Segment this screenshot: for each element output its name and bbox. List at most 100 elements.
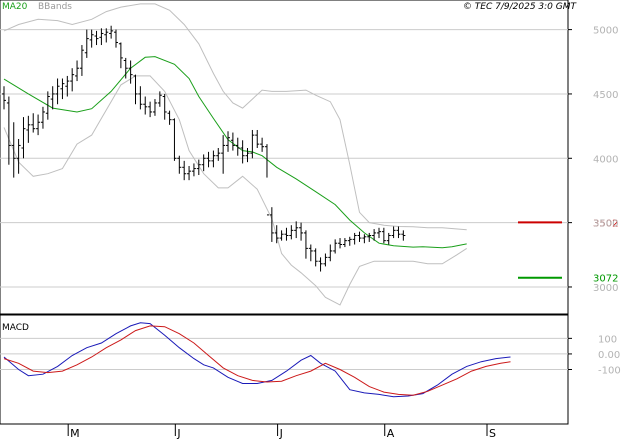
ohlc-bar [255,129,260,148]
ohlc-bar [299,222,304,241]
ohlc-bar [31,113,36,133]
ohlc-bar [362,234,367,244]
ohlc-bar [284,227,289,241]
price-tick-label: 4500 [593,90,618,101]
ohlc-bar [226,131,231,152]
ohlc-bar [196,159,201,176]
ohlc-bar [235,137,240,156]
ohlc-bar [294,221,299,239]
ohlc-bar [143,96,148,115]
ohlc-bar [109,25,114,39]
bbands-legend-label: BBands [38,2,72,12]
ohlc-bar [152,99,157,116]
ohlc-bar [260,137,265,152]
ohlc-bar [75,60,80,82]
ohlc-bar [123,57,128,79]
price-tick-label: 3500 [593,219,618,230]
ohlc-bar [274,225,279,244]
ohlc-bar [157,91,162,107]
price-grid [0,29,568,288]
price-axis-ticks: 5000 4500 4000 3500 3000 [568,26,618,294]
ohlc-bar [396,226,401,239]
ohlc-bar [11,122,16,178]
ohlc-bar [70,68,75,92]
ohlc-bar [250,129,255,159]
bollinger-bands [3,3,467,306]
ohlc-bar [386,232,391,245]
ohlc-bar [206,151,211,168]
ohlc-bar [240,140,245,164]
ohlc-bar [216,147,221,161]
bb-lower-line [3,75,467,306]
ohlc-bar [347,236,352,246]
ohlc-bar [118,42,123,69]
ohlc-bar [26,115,31,143]
price-panel-frame [0,0,569,315]
ohlc-bar [201,154,206,172]
ohlc-bar [391,226,396,239]
price-tick-label: 5000 [593,26,618,37]
resistance-label: 3502 [593,218,618,229]
ohlc-bar [65,75,70,97]
ohlc-bar [333,239,338,254]
time-tick-label: A [387,427,395,440]
ohlc-bar [2,86,6,110]
macd-tick-label: 100 [598,334,617,345]
ohlc-bar [182,160,187,181]
ohlc-bar [94,30,99,46]
signal-series-line [3,325,511,396]
ohlc-bar [16,138,21,174]
ohlc-bar [55,78,60,105]
ohlc-bar [289,225,294,240]
ohlc-bar [318,257,323,272]
macd-lines [3,322,511,398]
macd-tick-label: -100 [598,366,621,377]
ohlc-bar [269,207,274,242]
ma20-legend-label: MA20 [2,2,28,12]
ohlc-bar [245,147,250,163]
time-tick-label: M [70,427,80,440]
ohlc-bar [338,238,343,249]
ohlc-bar [138,86,143,110]
ohlc-bar [6,96,11,165]
ohlc-bar [328,244,333,262]
ohlc-bar [303,230,308,259]
ohlc-bar [381,227,386,244]
ohlc-bar [50,86,55,110]
ohlc-bar [162,93,167,120]
ohlc-bar [40,106,45,129]
ohlc-bar [211,150,216,168]
macd-grid [0,337,568,370]
ohlc-bar [45,91,50,120]
macd-axis-ticks: 100 0.00 -100 [568,334,621,377]
ohlc-bar [177,155,182,174]
level-lines: 3502 3072 [518,218,618,285]
price-tick-label: 3000 [593,283,618,294]
macd-tick-label: 0.00 [598,350,620,361]
ohlc-bar [79,45,84,76]
ohlc-bar [104,28,109,43]
ohlc-bar [21,117,26,159]
ohlc-bar [323,253,328,267]
ohlc-bar [167,110,172,125]
ohlc-bar [191,163,196,177]
copyright-text: © TEC 7/9/2025 3:0 GMT [463,2,578,12]
time-tick-label: J [176,427,180,440]
ohlc-bar [367,232,372,242]
ohlc-bars [2,25,406,272]
ohlc-bar [84,29,89,58]
macd-panel-label: MACD [2,323,29,333]
ohlc-bar [279,230,284,241]
ohlc-bar [313,248,318,267]
ohlc-bar [221,135,226,174]
time-tick-label: J [279,427,283,440]
time-tick-label: S [489,427,496,440]
ohlc-bar [114,29,119,48]
ohlc-bar [352,232,357,245]
ohlc-bar [36,114,41,136]
bb-upper-line [3,3,467,231]
ohlc-bar [172,118,177,161]
ohlc-bar [376,227,381,239]
